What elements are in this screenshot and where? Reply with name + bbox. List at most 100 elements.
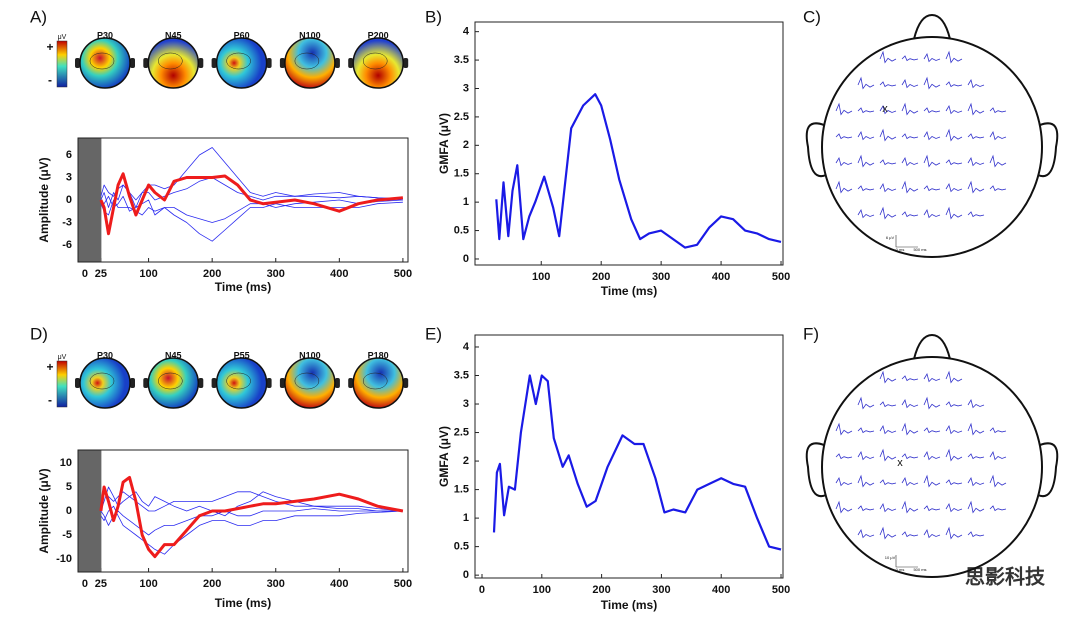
topomap-ear <box>75 378 80 388</box>
topomap-ear <box>334 378 340 388</box>
y-tick-label: 6 <box>66 149 72 161</box>
channel-trace <box>857 505 875 512</box>
channel-trace <box>923 52 941 63</box>
x-tick-label: 200 <box>203 578 221 590</box>
topomap-label: N100 <box>299 350 321 360</box>
x-tick-label: 100 <box>532 271 550 283</box>
x-tick-label: 500 <box>772 584 790 596</box>
y-axis-label: GMFA (μV) <box>437 113 451 174</box>
x-tick-label: 100 <box>139 268 157 280</box>
topomap-contour <box>294 372 320 390</box>
topomap <box>147 357 200 409</box>
channel-trace <box>967 133 985 140</box>
topomap-ear <box>403 378 409 388</box>
series-line <box>495 93 782 249</box>
channel-trace <box>945 502 963 513</box>
scale-label: 10 μV <box>885 555 896 560</box>
topomap-label: N100 <box>299 30 321 40</box>
colorbar <box>56 40 68 88</box>
channel-trace <box>923 154 941 168</box>
y-tick-label: 4 <box>463 26 470 38</box>
channel-trace <box>923 107 941 114</box>
topomap-ear <box>143 58 149 68</box>
scale-label: 6 μV <box>886 235 895 240</box>
topomap-ear <box>130 58 135 68</box>
head-nose <box>913 13 951 40</box>
x-tick-label: 200 <box>592 584 610 596</box>
channel-trace <box>923 372 941 383</box>
channel-trace <box>857 396 875 410</box>
channel-trace <box>945 479 963 486</box>
topomap-label: P30 <box>97 350 113 360</box>
channel-trace <box>835 102 853 116</box>
topomap-ear <box>279 378 285 388</box>
selected-channel: x <box>897 457 903 469</box>
channel-trace <box>923 474 941 488</box>
channel-trace <box>989 130 1007 141</box>
channel-trace <box>967 102 985 116</box>
topomap-ear <box>211 378 217 388</box>
channel-trace <box>879 182 897 193</box>
selected-channel: x <box>882 103 888 115</box>
topomap <box>352 357 404 409</box>
y-tick-label: 0 <box>66 505 72 517</box>
channel-trace <box>945 424 963 435</box>
channel-trace <box>901 55 919 62</box>
channel-trace <box>945 81 963 88</box>
panel-label: E) <box>425 324 442 343</box>
topomap <box>284 37 336 89</box>
topomap-label: P60 <box>234 30 250 40</box>
topomap-label: N45 <box>165 30 182 40</box>
channel-trace <box>879 479 897 486</box>
x-tick-label: 200 <box>203 268 221 280</box>
channel-trace <box>901 422 919 436</box>
x-axis-label: Time (ms) <box>215 596 271 610</box>
channel-trace <box>879 159 897 166</box>
y-tick-label: 3.5 <box>454 54 469 66</box>
topomap-contour <box>362 52 388 70</box>
y-tick-label: 1.5 <box>454 168 469 180</box>
channel-trace <box>967 398 985 409</box>
y-tick-label: 4 <box>463 341 470 353</box>
panel-label: C) <box>803 7 821 26</box>
y-tick-label: 5 <box>66 481 72 493</box>
topomap-label: P30 <box>97 30 113 40</box>
topomap <box>284 357 336 409</box>
channel-trace <box>901 500 919 514</box>
series-line <box>492 374 782 551</box>
y-tick-label: 0.5 <box>454 541 469 553</box>
channel-trace <box>857 154 875 168</box>
x-tick-label: 400 <box>712 271 730 283</box>
y-tick-label: 1 <box>463 196 469 208</box>
topomap-ear <box>198 378 204 388</box>
head-ear <box>805 122 827 178</box>
watermark: 思影科技 <box>965 564 1046 588</box>
head <box>821 356 1043 578</box>
y-tick-label: 0 <box>463 569 469 581</box>
y-tick-label: 2.5 <box>454 111 469 123</box>
y-tick-label: -5 <box>62 529 72 541</box>
channel-trace <box>835 156 853 167</box>
channel-trace <box>923 450 941 461</box>
topomap-ear <box>334 58 340 68</box>
topomap-label: P55 <box>234 350 250 360</box>
channel-trace <box>901 476 919 487</box>
topomap-ear <box>130 378 135 388</box>
channel-trace <box>989 154 1007 168</box>
channel-trace <box>857 130 875 141</box>
channel-trace <box>857 76 875 90</box>
x-tick-label: 200 <box>592 271 610 283</box>
x-tick-label: 300 <box>267 578 285 590</box>
series-line <box>100 147 403 201</box>
channel-trace <box>835 476 853 487</box>
y-tick-label: 1 <box>463 512 469 524</box>
topomap-contour <box>158 372 183 390</box>
panel-label: A) <box>30 7 47 26</box>
topomap-ear <box>348 378 354 388</box>
channel-trace <box>945 206 963 220</box>
y-axis-label: GMFA (μV) <box>437 426 451 487</box>
x-tick-label: 0 <box>82 268 88 280</box>
topomap-label: N45 <box>165 350 182 360</box>
channel-trace <box>967 156 985 167</box>
channel-trace <box>879 128 897 142</box>
